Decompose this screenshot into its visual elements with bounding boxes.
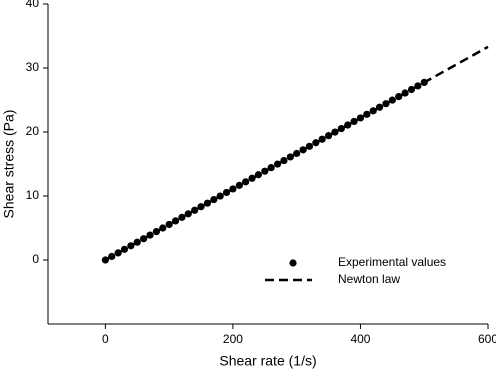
data-point <box>312 139 320 147</box>
data-point <box>235 181 243 189</box>
data-point <box>133 238 141 246</box>
data-point <box>420 78 428 86</box>
data-point <box>108 252 116 261</box>
x-axis-label: Shear rate (1/s) <box>219 353 316 369</box>
x-tick-label: 600 <box>478 332 496 346</box>
data-point <box>395 93 403 101</box>
data-point <box>356 114 365 122</box>
data-point <box>254 171 263 179</box>
data-point <box>159 224 167 232</box>
data-point <box>248 174 256 182</box>
y-axis-label: Shear stress (Pa) <box>1 110 17 219</box>
x-tick-label: 400 <box>350 332 370 346</box>
data-point <box>407 85 416 94</box>
data-point <box>293 149 301 158</box>
data-point <box>242 178 250 186</box>
data-point <box>114 249 122 257</box>
data-point <box>120 245 129 253</box>
data-point <box>369 107 377 115</box>
data-point <box>146 231 154 239</box>
data-point <box>382 100 390 108</box>
legend-marker <box>289 259 297 267</box>
data-point <box>280 156 288 165</box>
data-point <box>318 135 326 143</box>
data-point <box>350 117 358 126</box>
data-point <box>273 160 282 168</box>
legend-label: Experimental values <box>338 255 446 269</box>
data-point <box>127 242 135 250</box>
data-point <box>165 220 173 229</box>
y-tick-label: 10 <box>26 188 40 202</box>
data-point <box>222 188 231 197</box>
data-point <box>197 203 205 211</box>
data-point <box>140 235 148 243</box>
data-point <box>184 210 192 218</box>
data-point <box>267 164 275 172</box>
data-point <box>299 146 307 154</box>
data-point <box>216 192 224 200</box>
data-point <box>324 132 333 140</box>
data-point <box>286 153 294 161</box>
data-point <box>337 124 345 133</box>
data-point <box>171 217 180 225</box>
data-point <box>203 199 212 207</box>
data-point <box>229 185 237 193</box>
data-point <box>363 110 371 118</box>
data-point <box>152 227 161 236</box>
data-point <box>101 256 109 264</box>
data-point <box>331 128 339 136</box>
data-point <box>388 96 396 104</box>
data-point <box>178 213 186 221</box>
x-tick-label: 0 <box>102 332 109 346</box>
y-tick-label: 30 <box>26 60 40 74</box>
y-tick-label: 20 <box>26 124 40 138</box>
data-point <box>305 142 314 150</box>
y-tick-label: 0 <box>32 252 39 266</box>
data-point <box>375 103 384 111</box>
data-point <box>210 195 218 204</box>
x-tick-label: 200 <box>223 332 243 346</box>
data-point <box>401 89 409 97</box>
legend-label: Newton law <box>338 272 400 286</box>
data-point <box>191 206 199 214</box>
data-point <box>261 167 269 175</box>
data-point <box>344 121 352 129</box>
data-point <box>414 82 422 90</box>
y-tick-label: 40 <box>26 0 40 10</box>
